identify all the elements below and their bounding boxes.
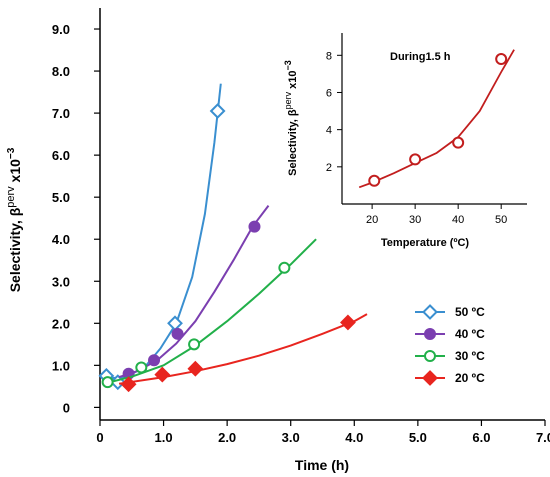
main-y-axis-title-exp: −3 <box>6 147 17 159</box>
inset-data-point <box>495 53 508 66</box>
inset-ticks: 20 30 40 50 2 4 6 8 <box>326 50 507 226</box>
data-point <box>209 103 226 119</box>
main-y-axis-title-suffix: x10 <box>7 159 23 186</box>
inset-data-point <box>409 153 422 166</box>
main-y-tick-label: 6.0 <box>52 148 70 163</box>
inset-data-point <box>452 136 465 149</box>
data-point <box>101 376 114 389</box>
legend-marker <box>424 350 436 362</box>
legend-entry: 30 ºC <box>415 349 485 363</box>
main-y-axis-title-sup: perv <box>5 186 17 208</box>
data-point <box>135 361 148 374</box>
main-y-tick-label: 2.0 <box>52 316 70 331</box>
main-x-tick-label: 4.0 <box>345 430 363 445</box>
inset-y-axis-title: Selectivity, βperv x10−3 <box>283 60 299 176</box>
inset-series-group <box>358 49 515 189</box>
main-x-tick-label: 5.0 <box>409 430 427 445</box>
data-point <box>120 376 137 393</box>
legend-marker <box>422 304 438 320</box>
inset-y-axis-title-sup: perv <box>283 91 293 109</box>
main-y-tick-label: 0 <box>63 400 70 415</box>
main-y-tick-label: 7.0 <box>52 106 70 121</box>
data-point <box>187 360 204 377</box>
main-y-tick-label: 9.0 <box>52 22 70 37</box>
inset-series <box>358 49 515 189</box>
inset-y-tick-label: 8 <box>326 50 332 62</box>
inset-y-axis-title-main: Selectivity, β <box>287 109 299 176</box>
main-x-tick-label: 6.0 <box>472 430 490 445</box>
data-point <box>148 354 161 367</box>
inset-data-point <box>368 174 381 187</box>
main-x-tick-label: 0 <box>96 430 103 445</box>
data-point <box>171 327 184 340</box>
main-y-tick-label: 5.0 <box>52 190 70 205</box>
inset-y-tick-label: 4 <box>326 125 332 137</box>
main-x-tick-label: 3.0 <box>282 430 300 445</box>
legend-entry: 50 ºC <box>415 304 485 320</box>
series-group <box>118 204 270 380</box>
legend-marker <box>424 328 436 340</box>
legend-label: 40 ºC <box>455 327 485 341</box>
main-y-tick-label: 3.0 <box>52 274 70 289</box>
legend-entry: 40 ºC <box>415 327 485 341</box>
main-series <box>98 83 368 393</box>
inset-y-axis-title-exp: −3 <box>283 60 293 70</box>
inset-x-tick-label: 30 <box>409 214 421 226</box>
inset-plot: 20 30 40 50 2 4 6 8 During1.5 h Temperature (ºC… <box>283 33 527 249</box>
main-y-axis-title: Selectivity, βperv x10−3 <box>5 147 23 292</box>
legend-marker <box>422 370 438 386</box>
series-group <box>118 313 368 393</box>
main-y-axis-title-main: Selectivity, β <box>7 207 23 292</box>
legend-entry: 20 ºC <box>415 370 485 386</box>
data-point <box>188 338 201 351</box>
inset-y-tick-label: 6 <box>326 87 332 99</box>
inset-x-tick-label: 50 <box>495 214 507 226</box>
inset-title: During1.5 h <box>390 51 451 63</box>
main-y-tick-label: 1.0 <box>52 358 70 373</box>
main-x-tick-label: 1.0 <box>155 430 173 445</box>
main-plot: 0 1.0 2.0 3.0 4.0 5.0 6.0 7.0 0 1.0 2.0 3.0 4.0 5.0 6.… <box>5 8 550 473</box>
data-point <box>340 314 356 331</box>
series-group <box>101 238 317 389</box>
inset-x-tick-label: 40 <box>452 214 464 226</box>
main-x-tick-label: 7.0 <box>536 430 550 445</box>
legend-label: 50 ºC <box>455 305 485 319</box>
legend-label: 30 ºC <box>455 349 485 363</box>
legend: 50 ºC 40 ºC 30 ºC 20 ºC <box>415 304 485 386</box>
data-point <box>154 366 171 383</box>
inset-x-tick-label: 20 <box>366 214 378 226</box>
main-x-tick-label: 2.0 <box>218 430 236 445</box>
main-x-axis-title: Time (h) <box>295 457 349 473</box>
main-y-tick-label: 4.0 <box>52 232 70 247</box>
inset-y-tick-label: 2 <box>326 162 332 174</box>
inset-y-axis-title-suffix: x10 <box>287 70 299 91</box>
main-ticks: 0 1.0 2.0 3.0 4.0 5.0 6.0 7.0 0 1.0 2.0 3.0 4.0 5.0 6.… <box>52 22 550 445</box>
data-point <box>278 261 291 274</box>
main-y-tick-label: 8.0 <box>52 64 70 79</box>
inset-x-axis-title: Temperature (ºC) <box>381 237 469 249</box>
legend-label: 20 ºC <box>455 371 485 385</box>
data-point <box>248 220 261 233</box>
